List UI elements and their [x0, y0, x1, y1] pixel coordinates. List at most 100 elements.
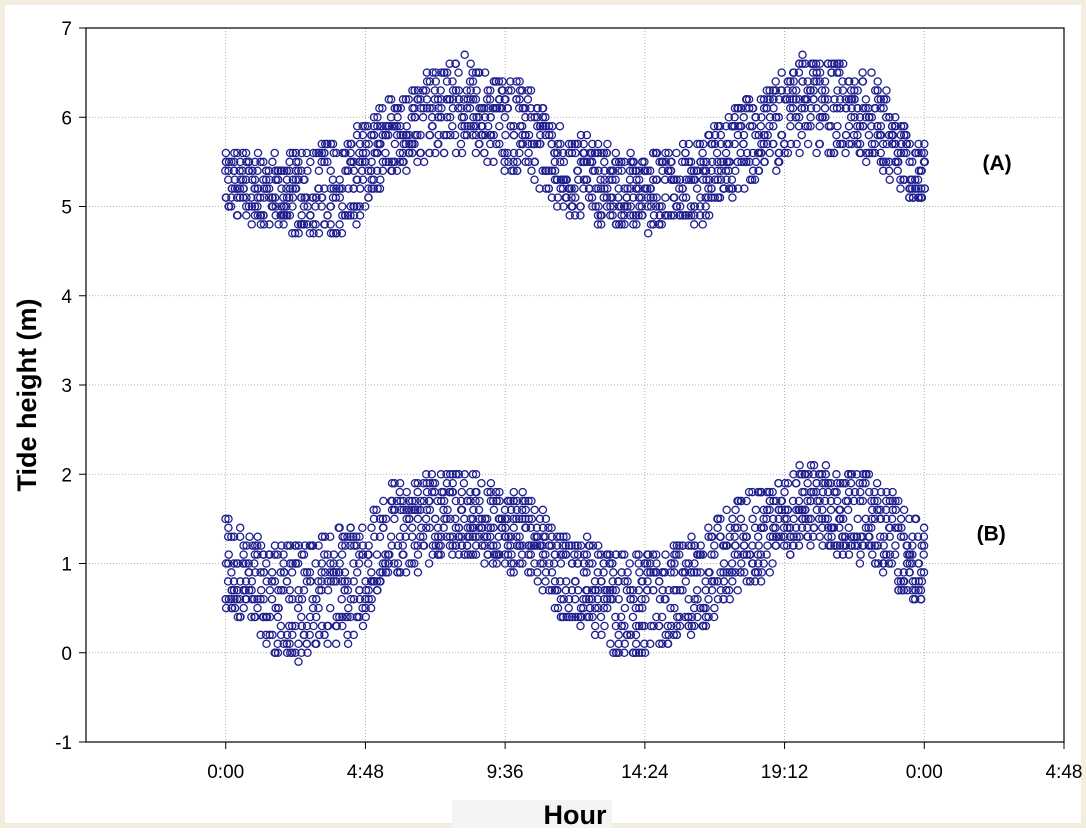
data-point [250, 594, 259, 604]
data-point [632, 220, 641, 229]
data-point [427, 113, 437, 122]
data-point [474, 523, 484, 533]
data-point [690, 211, 699, 220]
data-point [809, 487, 818, 497]
data-point [244, 157, 253, 167]
data-point [850, 487, 860, 497]
data-point [299, 586, 309, 595]
data-point [861, 478, 870, 488]
data-point [757, 148, 766, 158]
data-point [847, 104, 856, 113]
data-point [463, 121, 472, 131]
data-point [626, 586, 635, 595]
data-point [466, 487, 475, 497]
data-point [847, 95, 857, 104]
data-point [276, 568, 285, 577]
data-point [230, 175, 240, 184]
data-point [375, 568, 385, 577]
data-point [634, 621, 644, 631]
data-point [798, 77, 807, 86]
data-point [550, 166, 560, 176]
data-point [675, 211, 685, 220]
data-point [235, 523, 245, 533]
data-point [364, 139, 373, 149]
data-point [835, 95, 845, 104]
data-point [905, 139, 914, 149]
data-point [893, 577, 903, 586]
data-point [733, 550, 743, 559]
data-point [878, 559, 888, 568]
data-point [692, 184, 702, 193]
data-point [763, 130, 772, 140]
data-point [259, 175, 268, 184]
data-point [757, 139, 766, 149]
data-point [817, 86, 827, 95]
data-point [378, 104, 387, 113]
data-point [643, 568, 652, 577]
data-point [456, 139, 466, 149]
data-point [803, 478, 812, 488]
data-point [579, 559, 589, 568]
data-point [553, 603, 563, 613]
data-point [230, 184, 240, 193]
data-point [794, 113, 804, 122]
data-point [541, 121, 551, 131]
data-point [562, 612, 571, 622]
data-point [361, 612, 371, 622]
data-point [795, 461, 804, 470]
data-point [454, 532, 464, 541]
data-point [390, 559, 399, 568]
data-point [366, 166, 376, 176]
data-point [227, 184, 237, 193]
data-point [582, 586, 592, 595]
data-point [759, 523, 768, 533]
data-point [678, 193, 688, 202]
data-point [558, 148, 568, 158]
data-point [713, 577, 722, 586]
data-point [293, 603, 303, 613]
data-point [323, 211, 332, 220]
data-point [276, 630, 286, 640]
data-point [334, 568, 344, 577]
data-point [273, 639, 282, 649]
data-point [867, 523, 876, 533]
data-point [867, 68, 876, 77]
data-point [358, 148, 368, 158]
series-annotation: (A) [982, 152, 1011, 175]
data-point [859, 470, 868, 479]
data-point [870, 139, 879, 149]
data-point [235, 184, 245, 193]
data-point [690, 621, 699, 631]
data-point [509, 157, 518, 167]
data-point [503, 104, 513, 113]
data-point [477, 541, 487, 550]
data-point [235, 532, 245, 541]
data-point [555, 157, 565, 167]
data-point [567, 541, 576, 550]
data-point [495, 139, 504, 149]
data-point [308, 193, 317, 202]
data-point [629, 211, 638, 220]
data-point [689, 568, 699, 577]
data-point [559, 202, 568, 211]
data-point [468, 130, 477, 140]
data-point [238, 559, 248, 568]
data-point [239, 603, 248, 613]
data-point [791, 86, 801, 95]
data-point [614, 184, 623, 193]
data-point [223, 532, 233, 541]
data-point [547, 541, 556, 550]
data-point [754, 130, 764, 140]
data-point [722, 505, 731, 515]
data-point [224, 559, 233, 568]
data-point [731, 505, 740, 515]
data-point [235, 166, 244, 176]
data-point [835, 59, 844, 68]
data-point [614, 577, 623, 586]
data-point [704, 612, 713, 622]
data-point [422, 95, 432, 104]
data-point [515, 532, 524, 541]
data-point [573, 541, 582, 550]
data-point [762, 487, 772, 497]
data-point [521, 505, 530, 515]
